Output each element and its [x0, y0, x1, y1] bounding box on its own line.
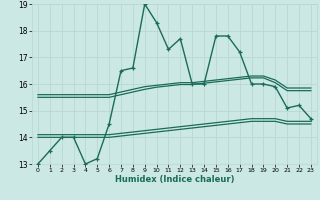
- X-axis label: Humidex (Indice chaleur): Humidex (Indice chaleur): [115, 175, 234, 184]
